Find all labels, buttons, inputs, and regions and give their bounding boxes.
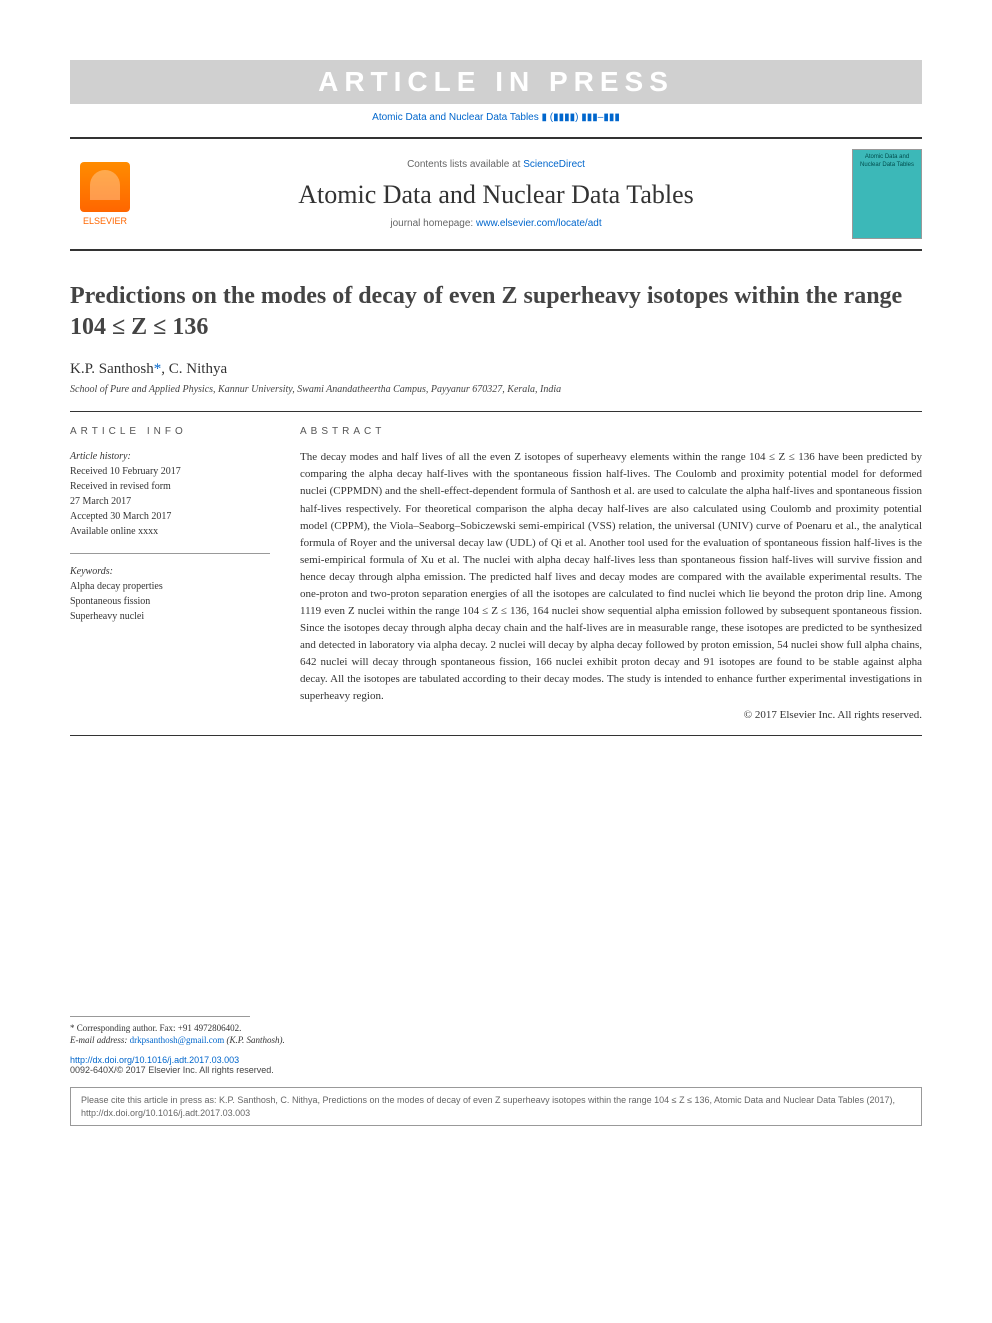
journal-header: ELSEVIER Contents lists available at Sci…	[70, 137, 922, 251]
keywords-block: Keywords: Alpha decay properties Spontan…	[70, 564, 270, 624]
keyword-3: Superheavy nuclei	[70, 609, 270, 624]
email-label: E-mail address:	[70, 1035, 130, 1045]
elsevier-tree-icon	[80, 162, 130, 212]
author-1: K.P. Santhosh	[70, 361, 154, 377]
footnote-rule	[70, 1016, 250, 1017]
footer-area: * Corresponding author. Fax: +91 4972806…	[70, 1016, 922, 1126]
press-banner: ARTICLE IN PRESS	[70, 60, 922, 104]
email-note: E-mail address: drkpsanthosh@gmail.com (…	[70, 1035, 922, 1045]
contents-prefix: Contents lists available at	[407, 159, 523, 170]
issn-line: 0092-640X/© 2017 Elsevier Inc. All right…	[70, 1065, 922, 1075]
accepted-date: Accepted 30 March 2017	[70, 509, 270, 524]
journal-reference-line: Atomic Data and Nuclear Data Tables ▮ (▮…	[70, 112, 922, 123]
article-page: ARTICLE IN PRESS Atomic Data and Nuclear…	[0, 0, 992, 1166]
keywords-label: Keywords:	[70, 564, 270, 579]
contents-line: Contents lists available at ScienceDirec…	[152, 159, 840, 170]
history-label: Article history:	[70, 449, 270, 464]
revised-line1: Received in revised form	[70, 479, 270, 494]
affiliation: School of Pure and Applied Physics, Kann…	[70, 384, 922, 395]
abstract-column: ABSTRACT The decay modes and half lives …	[300, 426, 922, 721]
info-divider	[70, 553, 270, 554]
email-link[interactable]: drkpsanthosh@gmail.com	[130, 1035, 225, 1045]
author-list: K.P. Santhosh*, C. Nithya	[70, 361, 922, 378]
header-center: Contents lists available at ScienceDirec…	[152, 159, 840, 229]
keyword-2: Spontaneous fission	[70, 594, 270, 609]
sciencedirect-link[interactable]: ScienceDirect	[523, 159, 585, 170]
doi-link[interactable]: http://dx.doi.org/10.1016/j.adt.2017.03.…	[70, 1055, 239, 1065]
article-info-column: ARTICLE INFO Article history: Received 1…	[70, 426, 270, 721]
keyword-1: Alpha decay properties	[70, 579, 270, 594]
divider-top	[70, 411, 922, 412]
article-info-header: ARTICLE INFO	[70, 426, 270, 437]
info-abstract-row: ARTICLE INFO Article history: Received 1…	[70, 426, 922, 721]
article-title: Predictions on the modes of decay of eve…	[70, 281, 922, 343]
author-2: C. Nithya	[169, 361, 227, 377]
article-history: Article history: Received 10 February 20…	[70, 449, 270, 539]
revised-line2: 27 March 2017	[70, 494, 270, 509]
online-date: Available online xxxx	[70, 524, 270, 539]
abstract-copyright: © 2017 Elsevier Inc. All rights reserved…	[300, 709, 922, 721]
elsevier-logo: ELSEVIER	[70, 154, 140, 234]
abstract-header: ABSTRACT	[300, 426, 922, 437]
corr-text: Corresponding author. Fax: +91 497280640…	[75, 1023, 242, 1033]
citation-box: Please cite this article in press as: K.…	[70, 1087, 922, 1126]
elsevier-label: ELSEVIER	[83, 216, 127, 226]
corresponding-note: * Corresponding author. Fax: +91 4972806…	[70, 1023, 922, 1033]
received-date: Received 10 February 2017	[70, 464, 270, 479]
journal-cover-thumbnail: Atomic Data and Nuclear Data Tables	[852, 149, 922, 239]
homepage-link[interactable]: www.elsevier.com/locate/adt	[476, 218, 602, 229]
author-sep: ,	[161, 361, 169, 377]
doi-line: http://dx.doi.org/10.1016/j.adt.2017.03.…	[70, 1055, 922, 1065]
journal-title: Atomic Data and Nuclear Data Tables	[152, 180, 840, 210]
abstract-text: The decay modes and half lives of all th…	[300, 449, 922, 705]
homepage-prefix: journal homepage:	[390, 218, 476, 229]
email-suffix: (K.P. Santhosh).	[224, 1035, 285, 1045]
homepage-line: journal homepage: www.elsevier.com/locat…	[152, 218, 840, 229]
divider-bottom	[70, 735, 922, 736]
